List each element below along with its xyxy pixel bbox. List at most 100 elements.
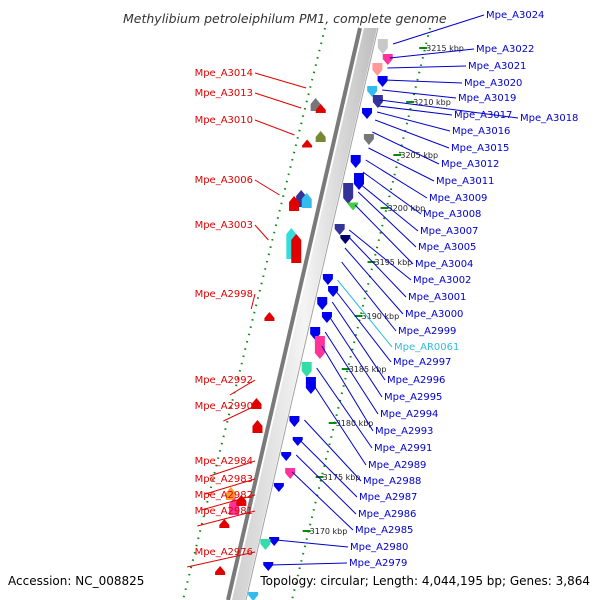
forward-gene-glyph-2[interactable] (382, 54, 393, 65)
forward-gene-label-10[interactable]: Mpe_A3012 (441, 159, 499, 170)
reverse-gene-label-1[interactable]: Mpe_A3014 (195, 68, 253, 79)
reverse-gene-leader-1 (254, 72, 307, 89)
forward-gene-glyph-1[interactable] (377, 39, 388, 54)
forward-gene-label-22[interactable]: Mpe_A2997 (393, 357, 451, 368)
forward-gene-glyph-21[interactable] (301, 362, 312, 377)
forward-gene-label-26[interactable]: Mpe_A2993 (375, 426, 433, 437)
reverse-gene-glyph-9[interactable] (291, 234, 302, 263)
reverse-gene-glyph-12[interactable] (252, 420, 263, 433)
forward-gene-label-17[interactable]: Mpe_A3002 (413, 275, 471, 286)
reverse-gene-label-2[interactable]: Mpe_A3013 (195, 88, 253, 99)
forward-gene-glyph-26[interactable] (285, 468, 296, 479)
forward-gene-glyph-5[interactable] (367, 86, 378, 97)
forward-gene-glyph-20[interactable] (314, 336, 325, 359)
reverse-gene-label-7[interactable]: Mpe_A2992 (195, 375, 253, 386)
forward-gene-glyph-28[interactable] (269, 537, 280, 546)
forward-gene-leader-12 (365, 159, 428, 199)
reverse-gene-label-8[interactable]: Mpe_A2990 (195, 401, 253, 412)
forward-gene-glyph-6[interactable] (372, 95, 383, 108)
reverse-gene-glyph-15[interactable] (236, 495, 247, 506)
forward-gene-leader-10 (372, 131, 440, 165)
reverse-gene-label-9[interactable]: Mpe_A2984 (195, 456, 253, 467)
forward-gene-label-31[interactable]: Mpe_A2986 (358, 509, 416, 520)
forward-gene-glyph-15[interactable] (322, 274, 333, 285)
forward-gene-label-21[interactable]: Mpe_AR0061 (394, 342, 459, 353)
genome-backbone-edge (245, 27, 379, 600)
forward-gene-glyph-16[interactable] (328, 286, 339, 297)
forward-gene-glyph-7[interactable] (362, 108, 373, 119)
forward-gene-leader-31 (295, 454, 357, 515)
forward-gene-glyph-10[interactable] (354, 173, 364, 190)
forward-gene-glyph-11[interactable] (343, 183, 354, 204)
forward-gene-label-13[interactable]: Mpe_A3008 (423, 209, 481, 220)
forward-gene-glyph-23[interactable] (289, 416, 300, 427)
forward-gene-label-8[interactable]: Mpe_A3016 (452, 126, 510, 137)
scale-label-6: 3190 kbp (362, 312, 400, 321)
forward-gene-label-12[interactable]: Mpe_A3009 (429, 193, 487, 204)
forward-gene-glyph-30[interactable] (263, 562, 274, 571)
forward-gene-leader-3 (387, 65, 467, 69)
forward-gene-label-16[interactable]: Mpe_A3004 (415, 259, 473, 270)
forward-gene-leader-21 (337, 279, 393, 348)
forward-gene-label-32[interactable]: Mpe_A2985 (355, 525, 413, 536)
reverse-gene-glyph-13[interactable] (225, 487, 236, 500)
forward-gene-label-11[interactable]: Mpe_A3011 (436, 176, 494, 187)
reverse-gene-label-5[interactable]: Mpe_A3003 (195, 220, 253, 231)
reverse-gene-label-10[interactable]: Mpe_A2983 (195, 474, 253, 485)
reverse-gene-glyph-10[interactable] (264, 312, 275, 321)
forward-gene-label-18[interactable]: Mpe_A3001 (408, 292, 466, 303)
forward-gene-label-29[interactable]: Mpe_A2988 (363, 476, 421, 487)
forward-gene-label-4[interactable]: Mpe_A3020 (464, 78, 522, 89)
forward-gene-label-25[interactable]: Mpe_A2994 (380, 409, 438, 420)
reverse-gene-label-13[interactable]: Mpe_A2976 (195, 547, 253, 558)
forward-gene-glyph-17[interactable] (317, 297, 328, 310)
forward-gene-label-30[interactable]: Mpe_A2987 (359, 492, 417, 503)
forward-gene-glyph-18[interactable] (321, 312, 332, 323)
forward-gene-glyph-14[interactable] (340, 235, 351, 244)
forward-gene-label-34[interactable]: Mpe_A2979 (349, 558, 407, 569)
forward-gene-glyph-27[interactable] (273, 483, 284, 492)
forward-gene-label-1[interactable]: Mpe_A3024 (486, 10, 544, 21)
forward-gene-label-2[interactable]: Mpe_A3022 (476, 44, 534, 55)
reverse-gene-glyph-16[interactable] (219, 519, 230, 528)
forward-gene-glyph-31[interactable] (248, 592, 259, 600)
forward-gene-label-14[interactable]: Mpe_A3007 (420, 226, 478, 237)
reverse-gene-label-12[interactable]: Mpe_A2981 (195, 506, 253, 517)
forward-gene-label-19[interactable]: Mpe_A3000 (405, 309, 463, 320)
forward-gene-label-6[interactable]: Mpe_A3018 (520, 113, 578, 124)
forward-gene-label-5[interactable]: Mpe_A3019 (458, 93, 516, 104)
forward-gene-label-3[interactable]: Mpe_A3021 (468, 61, 526, 72)
forward-gene-label-28[interactable]: Mpe_A2989 (368, 460, 426, 471)
scale-label-9: 3175 kbp (323, 473, 361, 482)
reverse-gene-glyph-7[interactable] (289, 196, 300, 211)
forward-gene-glyph-12[interactable] (348, 202, 359, 211)
reverse-gene-glyph-2[interactable] (315, 104, 326, 113)
reverse-gene-label-3[interactable]: Mpe_A3010 (195, 115, 253, 126)
forward-gene-label-24[interactable]: Mpe_A2995 (384, 392, 442, 403)
forward-gene-glyph-4[interactable] (377, 76, 388, 87)
forward-gene-glyph-8[interactable] (363, 134, 374, 145)
forward-gene-label-20[interactable]: Mpe_A2999 (398, 326, 456, 337)
reverse-gene-leader-6 (250, 293, 256, 310)
reverse-gene-glyph-17[interactable] (215, 566, 226, 575)
reverse-gene-label-6[interactable]: Mpe_A2998 (195, 289, 253, 300)
forward-gene-label-15[interactable]: Mpe_A3005 (418, 242, 476, 253)
forward-gene-glyph-3[interactable] (372, 63, 383, 76)
forward-gene-glyph-13[interactable] (334, 224, 345, 235)
reverse-gene-label-11[interactable]: Mpe_A2982 (195, 490, 253, 501)
reverse-gene-glyph-6[interactable] (301, 193, 312, 208)
forward-gene-glyph-9[interactable] (350, 155, 361, 168)
forward-gene-label-27[interactable]: Mpe_A2991 (374, 443, 432, 454)
forward-gene-label-23[interactable]: Mpe_A2996 (387, 375, 445, 386)
reverse-gene-label-4[interactable]: Mpe_A3006 (195, 175, 253, 186)
forward-gene-glyph-24[interactable] (292, 437, 303, 446)
forward-gene-glyph-22[interactable] (305, 377, 316, 394)
forward-gene-glyph-25[interactable] (281, 452, 292, 461)
reverse-gene-glyph-4[interactable] (302, 139, 313, 148)
forward-gene-label-33[interactable]: Mpe_A2980 (350, 542, 408, 553)
forward-gene-glyph-29[interactable] (260, 539, 271, 550)
reverse-gene-glyph-3[interactable] (315, 131, 326, 142)
forward-gene-label-7[interactable]: Mpe_A3017 (454, 110, 512, 121)
forward-gene-label-9[interactable]: Mpe_A3015 (451, 143, 509, 154)
